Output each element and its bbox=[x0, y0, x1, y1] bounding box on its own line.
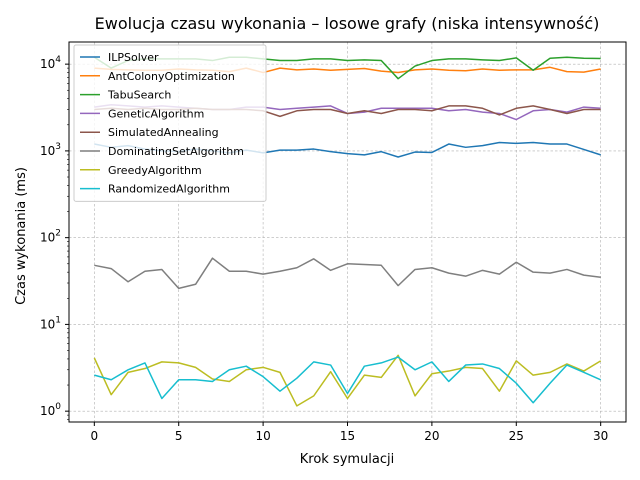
y-axis-label: Czas wykonania (ms) bbox=[14, 167, 29, 305]
y-tick-label: 104 bbox=[40, 55, 61, 71]
y-tick-label: 100 bbox=[40, 402, 61, 418]
x-tick-label: 10 bbox=[255, 429, 270, 443]
y-tick-label: 102 bbox=[40, 229, 61, 245]
series-line-randomizedalgorithm bbox=[94, 356, 601, 404]
legend-label: SimulatedAnnealing bbox=[108, 126, 219, 139]
legend-label: ILPSolver bbox=[108, 51, 159, 64]
legend-label: DominatingSetAlgorithm bbox=[108, 145, 244, 158]
legend-label: GreedyAlgorithm bbox=[108, 164, 202, 177]
y-tick-label: 103 bbox=[40, 142, 61, 158]
x-tick-label: 30 bbox=[593, 429, 608, 443]
x-tick-label: 15 bbox=[340, 429, 355, 443]
ticks-layer: 0 5 10 15 20 25 30 100 101 102 103 104 bbox=[40, 55, 608, 443]
legend-label: RandomizedAlgorithm bbox=[108, 183, 230, 196]
legend-label: GeneticAlgorithm bbox=[108, 107, 204, 120]
x-tick-label: 5 bbox=[175, 429, 183, 443]
series-line-greedyalgorithm bbox=[93, 354, 602, 407]
x-tick-label: 0 bbox=[90, 429, 98, 443]
series-line-dominatingsetalgorithm bbox=[94, 257, 601, 290]
y-tick-label: 101 bbox=[40, 315, 61, 331]
x-axis-label: Krok symulacji bbox=[300, 452, 395, 467]
legend-label: TabuSearch bbox=[107, 89, 171, 102]
legend-label: AntColonyOptimization bbox=[108, 70, 235, 83]
chart-title: Ewolucja czasu wykonania – losowe grafy … bbox=[95, 14, 600, 33]
x-tick-label: 20 bbox=[424, 429, 439, 443]
legend-box bbox=[73, 44, 267, 202]
legend: ILPSolver AntColonyOptimization TabuSearch… bbox=[73, 44, 267, 202]
x-tick-label: 25 bbox=[509, 429, 524, 443]
